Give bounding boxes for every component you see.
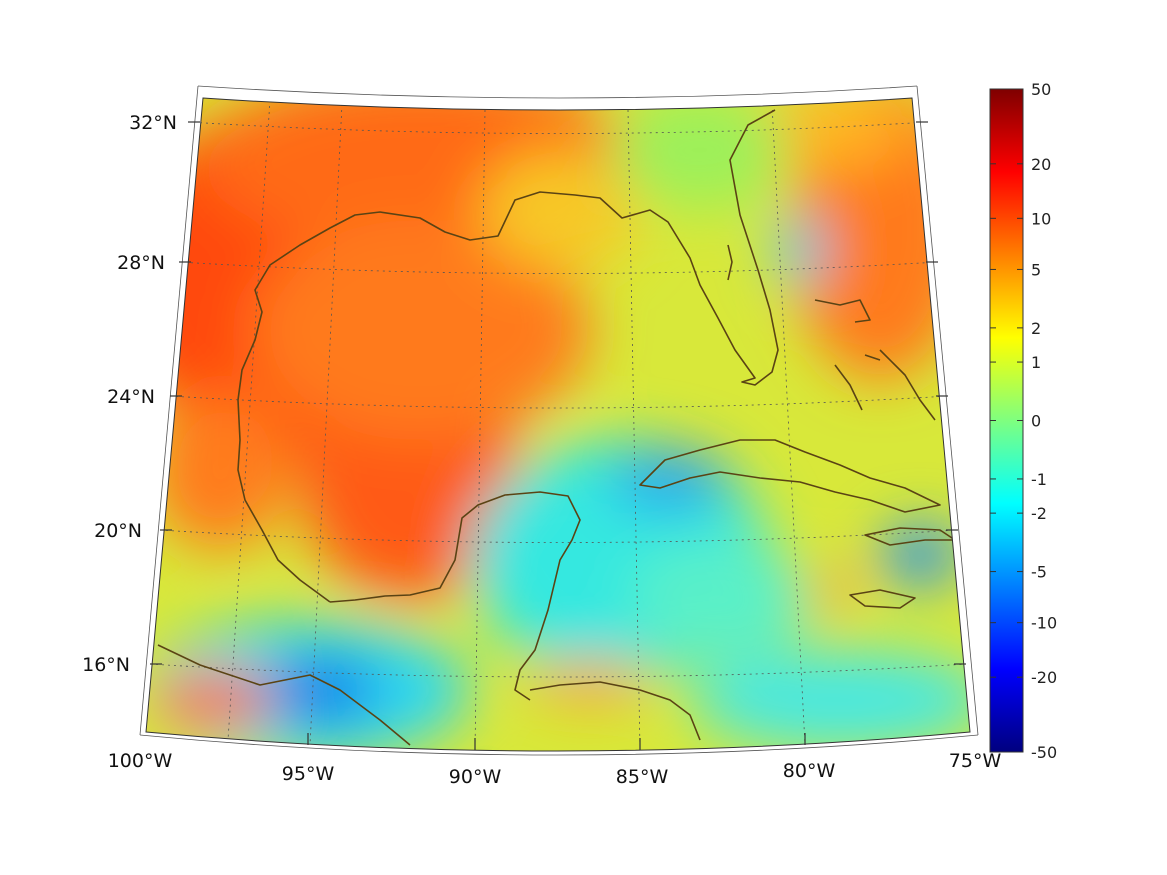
lon-label: 80°W xyxy=(783,760,836,782)
lon-label: 95°W xyxy=(282,763,335,785)
colorbar-label: -10 xyxy=(1031,614,1057,633)
colorbar-label: -2 xyxy=(1031,504,1047,523)
lon-labels: 100°W 95°W 90°W 85°W 80°W 75°W xyxy=(108,750,1002,788)
lat-label: 20°N xyxy=(94,520,142,542)
frame-ticks xyxy=(150,121,966,750)
colorbar-ticks xyxy=(990,88,1023,753)
lat-labels: 16°N 20°N 24°N 28°N 32°N xyxy=(82,112,177,676)
graticule xyxy=(149,99,967,751)
lon-label: 75°W xyxy=(949,750,1002,772)
map-frame xyxy=(145,97,971,752)
colorbar-label: 0 xyxy=(1031,412,1041,431)
colorbar-label: 10 xyxy=(1031,209,1051,228)
colorbar-label: 20 xyxy=(1031,155,1051,174)
heat-field xyxy=(146,98,970,751)
lat-label: 16°N xyxy=(82,654,130,676)
lon-label: 100°W xyxy=(108,750,173,772)
lon-label: 85°W xyxy=(616,766,669,788)
colorbar-label: 1 xyxy=(1031,353,1041,372)
lat-label: 24°N xyxy=(107,386,155,408)
colorbar-label: -1 xyxy=(1031,470,1047,489)
colorbar-label: -50 xyxy=(1031,743,1057,762)
coastline xyxy=(157,109,956,746)
colorbar-label: -20 xyxy=(1031,668,1057,687)
colorbar-label: -5 xyxy=(1031,563,1047,582)
colorbar-label: 50 xyxy=(1031,80,1051,99)
lat-label: 28°N xyxy=(117,252,165,274)
lat-label: 32°N xyxy=(129,112,177,134)
lon-label: 90°W xyxy=(449,766,502,788)
colorbar-label: 2 xyxy=(1031,319,1041,338)
colorbar-label: 5 xyxy=(1031,260,1041,279)
